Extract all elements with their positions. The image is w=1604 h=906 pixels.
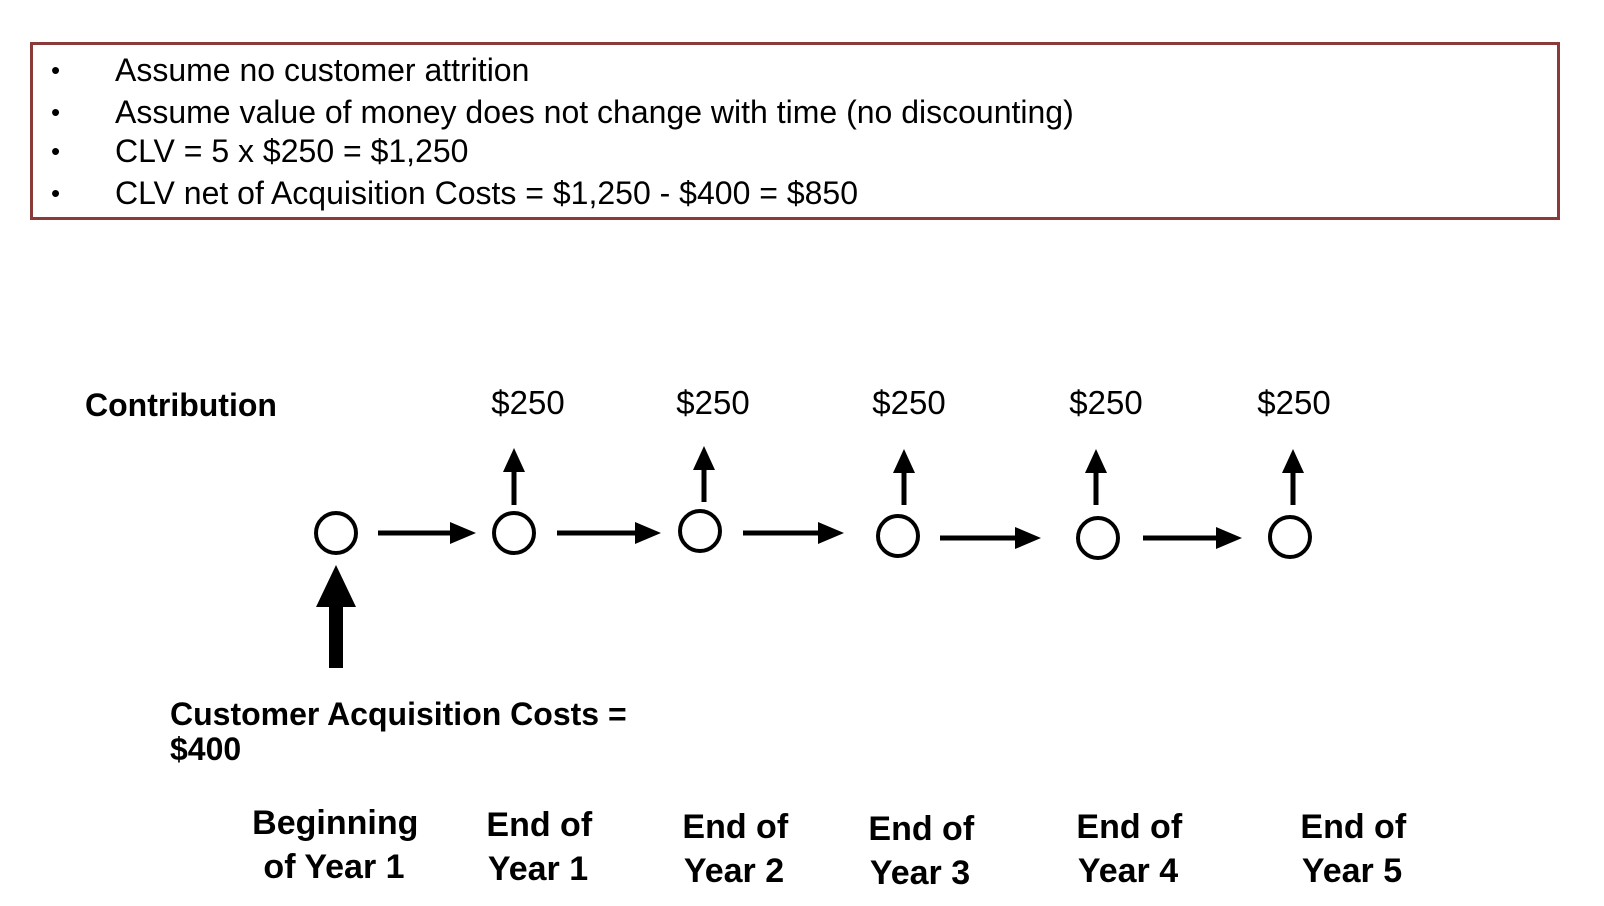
acquisition-cost-label: Customer Acquisition Costs = $400 [170,696,636,767]
acquisition-cost-arrow-icon [316,565,356,668]
time-point-label: Beginning of Year 1 [252,804,428,886]
right-arrow-icon [940,527,1041,549]
bullet-icon: • [51,178,61,208]
contribution-label: Contribution [85,387,277,423]
up-arrow-icon [1085,449,1107,505]
up-arrow-icon [503,448,525,505]
time-point-label: End of Year 5 [1300,808,1415,890]
time-point-node [876,514,920,558]
assumption-text: CLV = 5 x $250 = $1,250 [115,133,469,169]
contribution-value: $250 [1069,384,1142,421]
time-point-node [1076,516,1120,560]
time-point-node [314,511,358,555]
right-arrow-icon [557,522,661,544]
up-arrow-icon [1282,449,1304,505]
contribution-value: $250 [491,384,564,421]
contribution-value: $250 [872,384,945,421]
assumption-text: CLV net of Acquisition Costs = $1,250 - … [115,175,859,211]
bullet-icon: • [51,136,61,166]
up-arrow-icon [893,449,915,505]
bullet-icon: • [51,97,61,127]
right-arrow-icon [743,522,844,544]
time-point-label: End of Year 3 [868,810,983,892]
time-point-label: End of Year 4 [1076,808,1191,890]
time-point-node [492,511,536,555]
time-point-label: End of Year 1 [486,806,601,888]
right-arrow-icon [378,522,476,544]
contribution-value: $250 [1257,384,1330,421]
bullet-icon: • [51,55,61,85]
contribution-value: $250 [676,384,749,421]
assumption-text: Assume no customer attrition [115,52,530,88]
assumption-text: Assume value of money does not change wi… [115,94,1074,130]
assumptions-box: • Assume no customer attrition • Assume … [30,42,1560,220]
time-point-node [678,509,722,553]
time-point-node [1268,515,1312,559]
right-arrow-icon [1143,527,1242,549]
time-point-label: End of Year 2 [682,808,797,890]
up-arrow-icon [693,446,715,502]
